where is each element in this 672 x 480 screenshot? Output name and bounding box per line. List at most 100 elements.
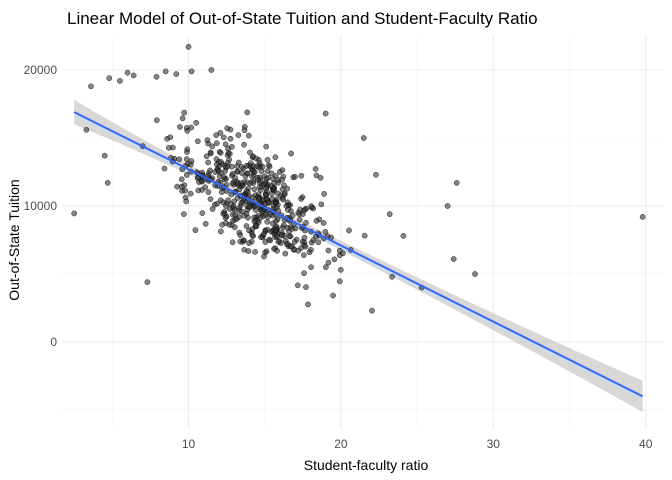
- data-point: [400, 233, 407, 239]
- x-axis-title: Student-faculty ratio: [304, 457, 429, 473]
- data-point: [217, 150, 224, 156]
- data-point: [248, 160, 254, 167]
- data-point: [241, 237, 247, 244]
- data-point: [194, 175, 201, 181]
- data-point: [238, 164, 245, 170]
- data-point: [318, 201, 325, 208]
- data-point: [265, 213, 272, 220]
- data-point: [229, 211, 236, 218]
- data-point: [178, 176, 185, 183]
- data-point: [229, 180, 236, 187]
- data-point: [303, 284, 309, 290]
- data-point: [220, 134, 227, 141]
- data-point: [167, 134, 174, 141]
- data-point: [257, 215, 264, 221]
- y-tick-label: 0: [50, 335, 57, 349]
- data-point: [188, 124, 195, 131]
- data-point: [286, 233, 293, 240]
- data-point: [234, 195, 241, 201]
- data-point: [266, 163, 273, 170]
- data-point: [235, 180, 241, 187]
- data-point: [223, 220, 229, 226]
- data-point: [229, 239, 236, 246]
- y-tick-label: 20000: [24, 63, 58, 77]
- data-point: [251, 169, 258, 175]
- data-point: [228, 201, 235, 208]
- data-point: [124, 69, 131, 76]
- data-point: [298, 196, 304, 202]
- data-point: [209, 206, 216, 212]
- data-point: [263, 248, 270, 255]
- data-point: [208, 67, 215, 73]
- data-point: [453, 180, 460, 186]
- data-point: [202, 221, 209, 227]
- data-point: [264, 218, 271, 225]
- data-point: [153, 117, 160, 124]
- data-point: [369, 307, 375, 314]
- data-point: [227, 135, 234, 142]
- data-point: [244, 109, 251, 116]
- data-point: [209, 143, 216, 150]
- data-point: [278, 240, 284, 246]
- data-point: [237, 232, 244, 238]
- data-point: [308, 264, 314, 271]
- data-point: [279, 176, 285, 183]
- data-point: [177, 124, 183, 130]
- data-point: [336, 247, 343, 254]
- data-point: [247, 149, 253, 156]
- data-point: [245, 248, 252, 254]
- data-point: [198, 178, 205, 185]
- data-point: [117, 78, 123, 84]
- data-point: [256, 184, 263, 191]
- data-point: [188, 68, 195, 75]
- data-point: [298, 172, 305, 179]
- data-point: [166, 144, 172, 151]
- data-point: [207, 149, 214, 156]
- data-point: [207, 167, 213, 174]
- data-point: [153, 73, 160, 80]
- y-tick-labels: 0 10000 20000: [24, 63, 58, 349]
- data-point: [330, 292, 336, 299]
- data-point: [346, 227, 352, 234]
- data-point: [236, 207, 242, 214]
- data-point: [144, 279, 151, 285]
- data-point: [337, 266, 344, 273]
- data-point: [217, 197, 224, 204]
- data-point: [184, 127, 191, 134]
- data-point: [269, 196, 275, 203]
- data-point: [273, 218, 279, 224]
- data-point: [203, 153, 210, 160]
- data-point: [320, 220, 327, 226]
- data-point: [275, 190, 281, 197]
- data-point: [173, 71, 180, 77]
- data-point: [263, 143, 270, 150]
- data-point: [321, 191, 328, 197]
- data-point: [472, 271, 478, 277]
- data-point: [288, 150, 294, 157]
- data-point: [260, 196, 266, 203]
- data-point: [176, 156, 183, 163]
- data-point: [263, 175, 270, 182]
- data-point: [251, 218, 258, 225]
- data-point: [225, 150, 232, 156]
- data-point: [317, 174, 324, 181]
- data-point: [182, 187, 188, 194]
- confidence-band-area: [74, 99, 643, 412]
- data-point: [373, 171, 379, 178]
- data-point: [161, 165, 168, 172]
- data-point: [229, 170, 236, 177]
- data-point: [218, 189, 225, 195]
- data-point: [264, 157, 271, 163]
- data-point: [450, 256, 457, 262]
- data-point: [244, 170, 251, 177]
- data-point: [214, 200, 221, 207]
- data-point: [188, 161, 194, 168]
- data-point: [229, 143, 235, 150]
- data-point: [83, 126, 90, 133]
- data-point: [263, 192, 269, 199]
- data-point: [71, 210, 78, 217]
- data-point: [205, 159, 211, 166]
- data-point: [254, 176, 261, 183]
- data-point: [218, 159, 224, 165]
